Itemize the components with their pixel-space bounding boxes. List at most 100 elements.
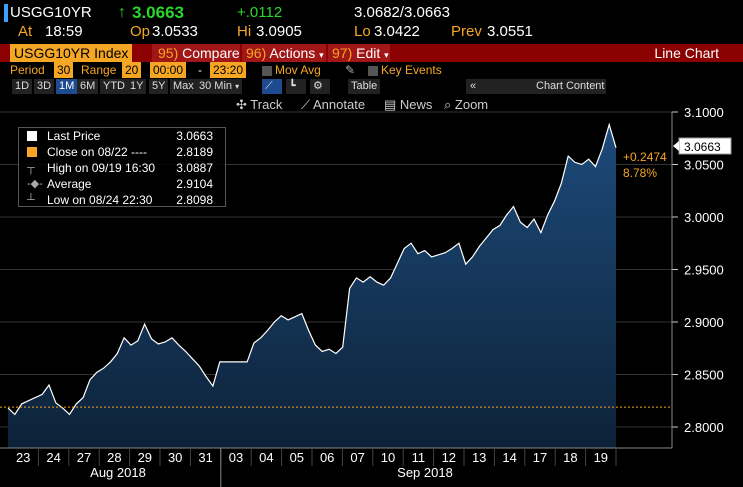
at-time: 18:59 — [45, 23, 83, 40]
x-tick-label: 05 — [290, 450, 304, 465]
legend-row-high[interactable]: ┬ High on 09/19 16:30 3.0887 — [19, 160, 225, 176]
x-tick-label: 24 — [46, 450, 60, 465]
actions-num: 96) — [246, 45, 267, 61]
bar-chart-icon[interactable]: ┗ — [286, 79, 306, 94]
collapse-icon: « — [470, 80, 477, 92]
annotate-label: Annotate — [313, 97, 366, 112]
y-tick-label: 2.9000 — [684, 315, 724, 330]
legend-name: High on 09/19 16:30 — [47, 161, 156, 175]
change-abs-annotation: +0.2474 — [623, 150, 667, 164]
period-controls: Period 30 Range 20 00:00 - 23:20 Mov Avg… — [0, 62, 743, 78]
dropdown-arrow-icon: ▾ — [319, 50, 324, 60]
legend-row-low[interactable]: ┴ Low on 08/24 22:30 2.8098 — [19, 192, 225, 208]
period-label: Period — [10, 63, 45, 77]
x-tick-label: 10 — [381, 450, 395, 465]
pencil-icon[interactable]: ✎ — [345, 63, 356, 77]
security-name[interactable]: USGG10YR Index — [10, 44, 133, 62]
news-tool[interactable]: ▤ News — [384, 96, 432, 114]
y-tick-label: 3.0000 — [684, 210, 724, 225]
range-button-1m[interactable]: 1M — [56, 79, 78, 94]
last-price-tag-text: 3.0663 — [684, 140, 721, 154]
price-line — [7, 122, 617, 416]
x-tick-label: 30 — [168, 450, 182, 465]
end-time-field[interactable]: 23:20 — [210, 62, 247, 78]
low-value: 3.0422 — [374, 23, 420, 40]
x-tick-label: 19 — [594, 450, 608, 465]
legend-name: Average — [47, 177, 92, 191]
magnifier-icon: ⌕ — [444, 97, 452, 112]
range-button-1y[interactable]: 1Y — [127, 79, 147, 94]
key-events-toggle[interactable]: Key Events — [368, 62, 442, 78]
month-label: Sep 2018 — [397, 465, 453, 480]
checkbox-icon — [368, 65, 378, 76]
edit-label: Edit — [356, 45, 381, 61]
y-tick-label: 2.9500 — [684, 263, 724, 278]
chart-legend: Last Price 3.0663 Close on 08/22 ---- 2.… — [18, 127, 226, 207]
menu-bar: USGG10YR Index 95) Compare 96) Actions ▾… — [0, 44, 743, 62]
actions-label: Actions — [269, 45, 316, 61]
line-chart-icon[interactable]: ⟋ — [262, 79, 282, 94]
last-price-tag: 3.0663 — [673, 137, 732, 155]
average-marker-icon: -◆- — [27, 178, 43, 190]
range-button-3d[interactable]: 3D — [34, 79, 55, 94]
chart-content-button[interactable]: « Chart Content — [466, 79, 606, 94]
range-button-max[interactable]: Max — [170, 79, 197, 94]
x-tick-label: 11 — [412, 450, 426, 465]
annotate-icon: ⟋ — [301, 97, 311, 112]
range-button-1d[interactable]: 1D — [12, 79, 33, 94]
x-tick-label: 18 — [563, 450, 577, 465]
period-value-field[interactable]: 30 — [54, 62, 74, 78]
bid-ask: 3.0682/3.0663 — [354, 4, 450, 21]
range-button-5y[interactable]: 5Y — [149, 79, 169, 94]
table-button[interactable]: Table — [348, 79, 381, 94]
range-value-field[interactable]: 20 — [122, 62, 142, 78]
actions-button[interactable]: 96) Actions ▾ — [242, 44, 326, 62]
price-area — [8, 124, 616, 448]
x-tick-label: 14 — [502, 450, 516, 465]
dropdown-arrow-icon: ▾ — [384, 50, 389, 60]
key-events-label: Key Events — [381, 63, 442, 77]
settings-icon[interactable]: ⚙ — [310, 79, 330, 94]
interval-select[interactable]: 30 Min ▾ — [196, 79, 243, 94]
price-chart[interactable]: 3.1000 3.0500 3.0000 2.9500 2.9000 2.8500 2.80… — [0, 96, 743, 487]
legend-name: Last Price — [47, 129, 101, 143]
x-tick-label: 07 — [350, 450, 364, 465]
zoom-tool[interactable]: ⌕ Zoom — [444, 96, 488, 114]
edit-button[interactable]: 97) Edit ▾ — [328, 44, 390, 62]
y-tick-label: 2.8500 — [684, 368, 724, 383]
y-axis: 3.1000 3.0500 3.0000 2.9500 2.9000 2.8500 2.80… — [671, 105, 724, 448]
high-marker-icon: ┬ — [27, 162, 35, 174]
annotate-tool[interactable]: ⟋ Annotate — [301, 96, 365, 114]
track-label: Track — [250, 97, 283, 112]
quote-header: USGG10YR ↑ 3.0663 +.0112 3.0682/3.0663 A… — [0, 0, 743, 44]
checkbox-icon — [262, 65, 272, 76]
start-time-field[interactable]: 00:00 — [150, 62, 187, 78]
legend-name: Close on 08/22 ---- — [47, 145, 148, 159]
open-label: Op — [130, 23, 151, 40]
table-label: Table — [351, 80, 378, 92]
high-value: 3.0905 — [256, 23, 302, 40]
x-tick-label: 31 — [198, 450, 212, 465]
legend-row-average[interactable]: -◆- Average 2.9104 — [19, 176, 225, 192]
dropdown-arrow-icon: ▾ — [235, 82, 240, 91]
y-tick-label: 2.8000 — [684, 420, 724, 435]
range-button-ytd[interactable]: YTD — [100, 79, 128, 94]
legend-row-close[interactable]: Close on 08/22 ---- 2.8189 — [19, 144, 225, 160]
compare-button[interactable]: 95) Compare — [152, 44, 240, 62]
range-label: Range — [81, 63, 117, 77]
chart-content-label: Chart Content — [536, 80, 605, 92]
range-button-6m[interactable]: 6M — [77, 79, 99, 94]
time-separator: - — [198, 63, 202, 77]
interval-label: 30 Min — [199, 80, 233, 92]
ticker-symbol[interactable]: USGG10YR — [10, 4, 92, 21]
chart-tools: ✣ Track ⟋ Annotate ▤ News ⌕ Zoom — [226, 96, 506, 114]
legend-row-last[interactable]: Last Price 3.0663 — [19, 128, 225, 144]
y-tick-label: 3.1000 — [684, 105, 724, 120]
month-label: Aug 2018 — [90, 465, 146, 480]
range-toolbar: 1D 3D 1M 6M YTD 1Y 5Y Max 30 Min ▾ ⟋ ┗ ⚙ Table … — [0, 78, 743, 96]
white-swatch-icon — [27, 131, 37, 141]
legend-value: 3.0663 — [176, 129, 213, 143]
x-tick-label: 27 — [77, 450, 91, 465]
mov-avg-toggle[interactable]: Mov Avg — [262, 62, 321, 78]
track-tool[interactable]: ✣ Track — [236, 96, 282, 114]
